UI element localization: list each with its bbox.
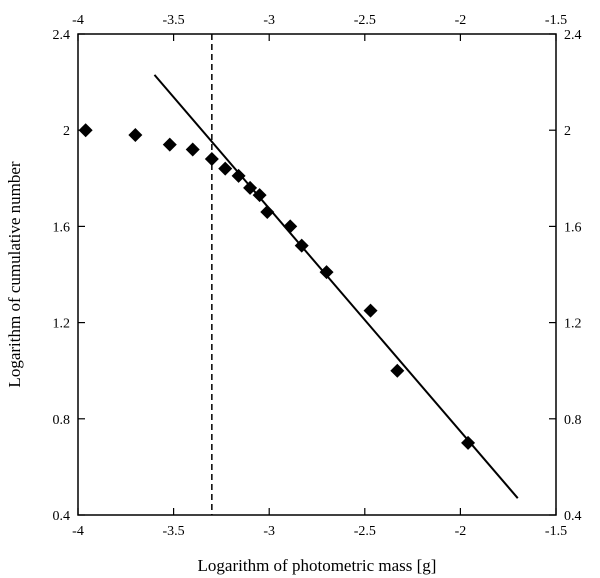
data-point-diamond xyxy=(128,128,143,143)
y-tick-label-left: 2.4 xyxy=(53,28,71,43)
data-point-diamond xyxy=(243,180,258,195)
x-tick-label-top: -2 xyxy=(455,13,467,28)
data-points xyxy=(78,123,476,450)
y-tick-label-left: 0.4 xyxy=(53,509,71,524)
y-tick-label-left: 1.2 xyxy=(53,317,71,332)
y-tick-label-left: 2 xyxy=(63,124,70,139)
data-point-diamond xyxy=(363,303,378,318)
x-tick-label-top: -1.5 xyxy=(545,13,567,28)
y-tick-label-right: 1.2 xyxy=(564,317,582,332)
data-point-diamond xyxy=(252,188,267,203)
x-tick-label-top: -2.5 xyxy=(354,13,376,28)
y-tick-label-right: 0.8 xyxy=(564,413,582,428)
data-point-diamond xyxy=(390,363,405,378)
y-tick-label-right: 0.4 xyxy=(564,509,582,524)
data-point-diamond xyxy=(461,435,476,450)
data-point-diamond xyxy=(319,265,334,280)
data-point-diamond xyxy=(218,161,233,176)
x-tick-label-bottom: -2.5 xyxy=(354,524,376,539)
data-point-diamond xyxy=(204,152,219,167)
plot-frame xyxy=(77,33,557,516)
y-tick-label-right: 2 xyxy=(564,124,571,139)
y-tick-label-right: 2.4 xyxy=(564,28,582,43)
x-tick-label-top: -3 xyxy=(263,13,275,28)
y-tick-label-left: 1.6 xyxy=(53,220,71,235)
data-point-diamond xyxy=(185,142,200,157)
x-tick-label-bottom: -3 xyxy=(263,524,275,539)
y-tick-label-left: 0.8 xyxy=(53,413,71,428)
data-point-diamond xyxy=(260,204,275,219)
x-axis-title: Logarithm of photometric mass [g] xyxy=(198,556,437,575)
x-tick-label-top: -3.5 xyxy=(163,13,185,28)
data-point-diamond xyxy=(283,219,298,234)
x-tick-label-bottom: -4 xyxy=(72,524,84,539)
tick-labels: -4-4-3.5-3.5-3-3-2.5-2.5-2-2-1.5-1.50.4 0… xyxy=(53,13,582,539)
data-point-diamond xyxy=(294,238,309,253)
x-tick-label-bottom: -2 xyxy=(455,524,467,539)
data-point-diamond xyxy=(231,168,246,183)
data-point-diamond xyxy=(162,137,177,152)
axis-ticks xyxy=(77,33,557,516)
x-tick-label-bottom: -3.5 xyxy=(163,524,185,539)
x-tick-label-bottom: -1.5 xyxy=(545,524,567,539)
data-point-diamond xyxy=(78,123,93,138)
y-tick-label-right: 1.6 xyxy=(564,220,582,235)
y-axis-title: Logarithm of cumulative number xyxy=(5,161,24,387)
x-tick-label-top: -4 xyxy=(72,13,84,28)
fit-line xyxy=(153,74,519,499)
